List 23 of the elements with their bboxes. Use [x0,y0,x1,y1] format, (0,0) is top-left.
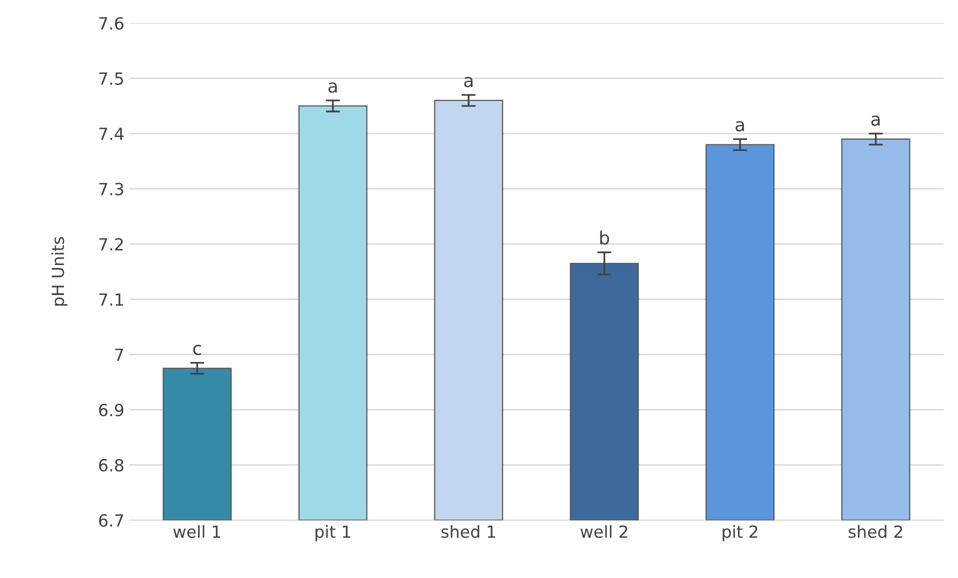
y-tick-label: 6.9 [99,404,124,416]
x-tick-label: well 2 [580,525,628,538]
y-tick-label: 7 [115,348,124,361]
x-tick-label: pit 1 [316,525,350,542]
y-tick-label: 7.4 [99,128,124,140]
y-tick-label: 7.2 [99,238,123,250]
y-tick-label: 6.8 [99,458,124,472]
y-axis-title: pH Units [51,236,68,306]
annotation: a [328,82,337,93]
x-tick-label: pit 2 [722,525,758,542]
annotation: b [600,230,610,245]
x-tick-label: shed 2 [848,525,902,538]
y-tick-label: 7.1 [99,293,123,306]
x-tick-label: well 1 [173,525,220,538]
x-tick-label: shed 1 [442,525,496,538]
y-tick-label: 7.6 [99,17,124,30]
annotation: c [193,344,202,356]
y-tick-label: 7.3 [99,182,124,196]
annotation: a [736,121,744,132]
y-tick-label: 6.7 [99,514,124,527]
y-tick-label: 7.5 [99,72,124,85]
annotation: a [464,76,473,88]
annotation: a [871,116,880,126]
